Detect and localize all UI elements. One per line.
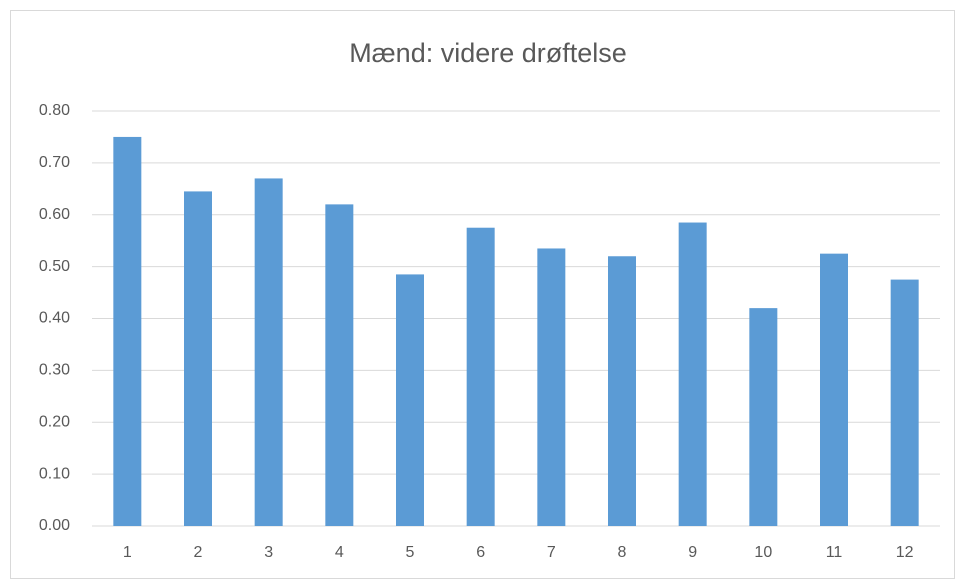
x-tick-label: 6 — [476, 544, 485, 561]
bar — [184, 191, 212, 526]
x-tick-label: 9 — [688, 544, 697, 561]
x-tick-label: 8 — [618, 544, 627, 561]
bar — [608, 256, 636, 526]
x-tick-label: 2 — [194, 544, 203, 561]
x-tick-label: 11 — [826, 544, 843, 561]
y-tick-label: 0.30 — [39, 362, 70, 379]
bar — [678, 222, 707, 526]
bar — [890, 279, 919, 526]
bar — [537, 248, 566, 526]
x-tick-label: 1 — [123, 544, 132, 561]
x-tick-label: 3 — [264, 544, 273, 561]
x-tick-label: 12 — [896, 544, 914, 561]
y-tick-label: 0.70 — [39, 154, 70, 171]
bar — [820, 253, 848, 526]
y-tick-label: 0.80 — [39, 102, 70, 119]
y-tick-label: 0.60 — [39, 206, 70, 223]
x-tick-label: 4 — [335, 544, 344, 561]
x-tick-label: 7 — [547, 544, 556, 561]
y-tick-label: 0.50 — [39, 258, 70, 275]
bar — [466, 227, 495, 526]
bar — [749, 308, 778, 526]
bar — [254, 178, 283, 526]
x-tick-label: 10 — [754, 544, 772, 561]
y-tick-label: 0.40 — [39, 310, 70, 327]
y-tick-label: 0.10 — [39, 465, 70, 482]
y-tick-label: 0.00 — [39, 517, 70, 534]
x-tick-label: 5 — [406, 544, 415, 561]
bar — [396, 274, 424, 526]
y-tick-label: 0.20 — [39, 413, 70, 430]
chart-title: Mænd: videre drøftelse — [349, 38, 627, 68]
bar — [113, 136, 142, 526]
bar — [325, 204, 354, 526]
